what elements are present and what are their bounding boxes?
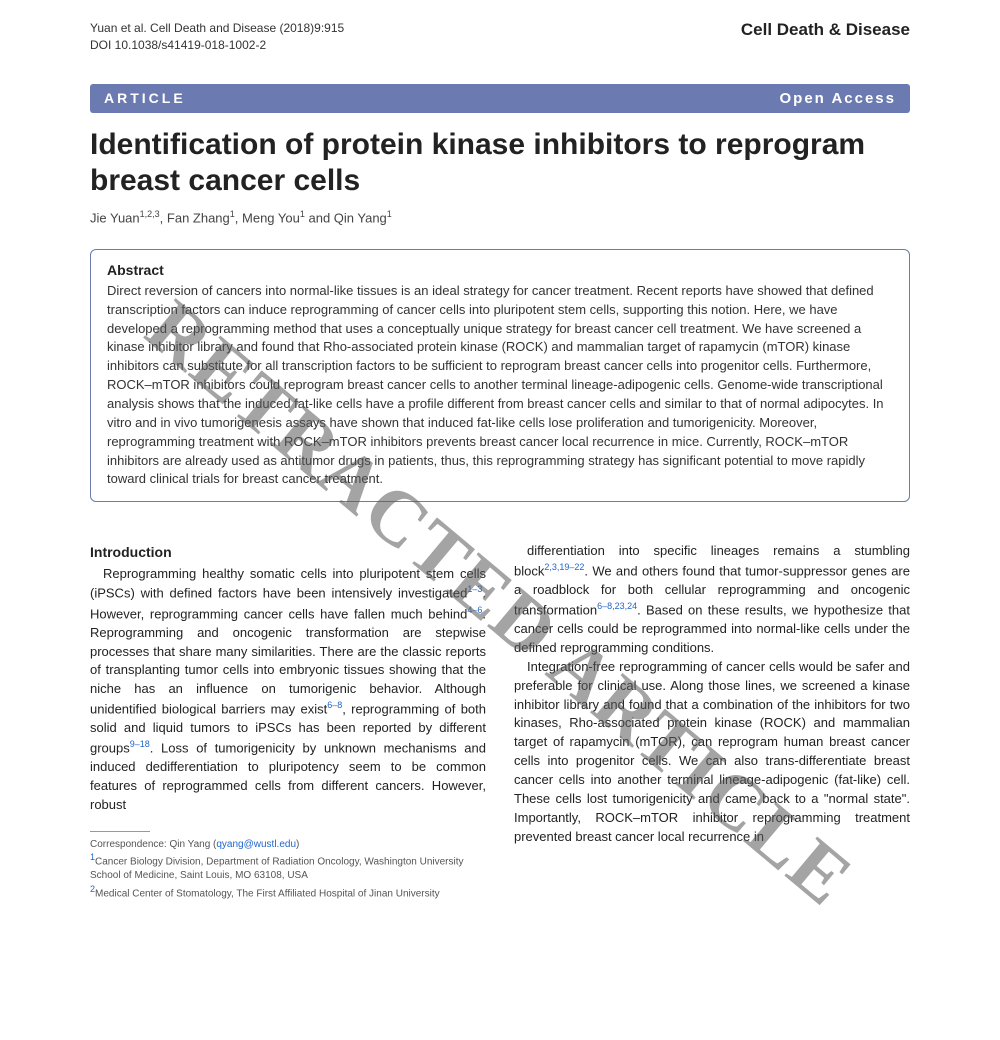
introduction-heading: Introduction	[90, 542, 486, 562]
header-left: Yuan et al. Cell Death and Disease (2018…	[90, 20, 344, 54]
page: Yuan et al. Cell Death and Disease (2018…	[0, 0, 1000, 1040]
article-label: ARTICLE	[104, 90, 186, 106]
correspondence-line: Correspondence: Qin Yang (qyang@wustl.ed…	[90, 838, 486, 852]
affiliation-1: 1Cancer Biology Division, Department of …	[90, 851, 486, 882]
header-row: Yuan et al. Cell Death and Disease (2018…	[90, 20, 910, 54]
column-left: Introduction Reprogramming healthy somat…	[90, 542, 486, 900]
open-access-label: Open Access	[780, 90, 897, 107]
authors: Jie Yuan1,2,3, Fan Zhang1, Meng You1 and…	[90, 209, 910, 225]
journal-name: Cell Death & Disease	[741, 20, 910, 40]
article-bar: ARTICLE Open Access	[90, 84, 910, 113]
footnote-separator	[90, 831, 150, 832]
column-right: differentiation into specific lineages r…	[514, 542, 910, 900]
abstract-text: Direct reversion of cancers into normal-…	[107, 282, 893, 489]
correspondence-email[interactable]: qyang@wustl.edu	[216, 839, 296, 850]
body-columns: Introduction Reprogramming healthy somat…	[90, 542, 910, 900]
abstract-box: Abstract Direct reversion of cancers int…	[90, 249, 910, 502]
citation: Yuan et al. Cell Death and Disease (2018…	[90, 20, 344, 37]
intro-paragraph-2: differentiation into specific lineages r…	[514, 542, 910, 658]
intro-paragraph-3: Integration-free reprogramming of cancer…	[514, 658, 910, 846]
footnote-block: Correspondence: Qin Yang (qyang@wustl.ed…	[90, 838, 486, 901]
abstract-heading: Abstract	[107, 262, 893, 278]
article-title: Identification of protein kinase inhibit…	[90, 127, 910, 199]
doi: DOI 10.1038/s41419-018-1002-2	[90, 37, 344, 54]
intro-paragraph-1: Reprogramming healthy somatic cells into…	[90, 565, 486, 815]
affiliation-2: 2Medical Center of Stomatology, The Firs…	[90, 883, 486, 901]
